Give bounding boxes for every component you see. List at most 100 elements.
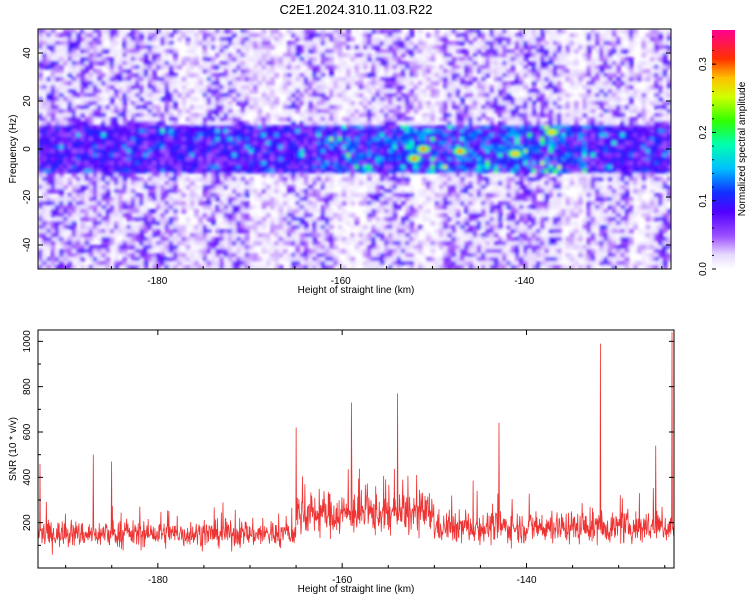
heatmap-cell [63, 97, 69, 102]
heatmap-cell [50, 93, 56, 98]
heatmap-cell [236, 153, 242, 158]
heatmap-cell [46, 185, 52, 190]
heatmap-cell [249, 249, 254, 254]
heatmap-cell [105, 213, 111, 218]
heatmap-cell [443, 229, 448, 234]
heatmap-cell [320, 261, 326, 266]
heatmap-cell [320, 209, 326, 214]
heatmap-cell [320, 33, 326, 38]
heatmap-cell [240, 33, 246, 38]
heatmap-cell [346, 101, 351, 106]
heatmap-cell [244, 109, 250, 114]
heatmap-cell [405, 97, 410, 102]
heatmap-cell [308, 81, 313, 86]
heatmap-cell [249, 181, 254, 186]
heatmap-cell [54, 153, 60, 158]
heatmap-cell [126, 217, 132, 222]
heatmap-cell [173, 77, 178, 82]
heatmap-cell [396, 193, 402, 198]
heatmap-cell [400, 233, 406, 238]
heatmap-cell [223, 249, 229, 254]
heatmap-cell [413, 165, 419, 170]
heatmap-cell [438, 137, 444, 142]
heatmap-cell [447, 57, 453, 62]
heatmap-cell [97, 237, 102, 242]
heatmap-cell [185, 205, 191, 210]
heatmap-cell [143, 29, 149, 34]
heatmap-cell [384, 85, 389, 90]
heatmap-cell [261, 221, 267, 226]
heatmap-cell [460, 109, 465, 114]
heatmap-cell [371, 257, 377, 262]
heatmap-cell [253, 73, 259, 78]
heatmap-cell [472, 57, 478, 62]
heatmap-cell [59, 69, 64, 74]
heatmap-cell [400, 137, 406, 142]
heatmap-cell [367, 205, 372, 210]
heatmap-cell [92, 29, 98, 34]
heatmap-cell [92, 73, 98, 78]
heatmap-cell [143, 221, 149, 226]
heatmap-cell [316, 197, 322, 202]
heatmap-cell [443, 165, 448, 170]
heatmap-cell [173, 201, 178, 206]
heatmap-cell [84, 37, 90, 42]
heatmap-cell [350, 125, 356, 130]
heatmap-cell [278, 125, 284, 130]
heatmap-cell [38, 181, 43, 186]
heatmap-cell [202, 45, 208, 50]
heatmap-cell [396, 169, 402, 174]
heatmap-cell [160, 177, 166, 182]
heatmap-cell [240, 161, 246, 166]
heatmap-cell [88, 153, 94, 158]
heatmap-cell [270, 45, 275, 50]
heatmap-cell [232, 129, 237, 134]
heatmap-cell [71, 125, 77, 130]
heatmap-cell [185, 117, 191, 122]
heatmap-cell [291, 41, 297, 46]
heatmap-cell [97, 213, 102, 218]
heatmap-cell [333, 253, 339, 258]
heatmap-cell [109, 85, 115, 90]
heatmap-cell [202, 161, 208, 166]
heatmap-cell [88, 85, 94, 90]
heatmap-cell [105, 193, 111, 198]
heatmap-cell [75, 93, 81, 98]
heatmap-cell [400, 101, 406, 106]
heatmap-cell [282, 161, 288, 166]
heatmap-cell [54, 249, 60, 254]
heatmap-cell [438, 157, 444, 162]
heatmap-cell [189, 129, 195, 134]
heatmap-cell [211, 165, 216, 170]
heatmap-cell [303, 205, 309, 210]
heatmap-cell [261, 29, 267, 34]
heatmap-cell [388, 221, 394, 226]
heatmap-cell [434, 265, 440, 269]
heatmap-cell [384, 105, 389, 110]
heatmap-cell [168, 181, 174, 186]
heatmap-cell [447, 169, 453, 174]
heatmap-cell [396, 133, 402, 138]
heatmap-cell [299, 81, 305, 86]
heatmap-cell [333, 193, 339, 198]
heatmap-cell [97, 145, 102, 150]
heatmap-cell [202, 241, 208, 246]
heatmap-cell [455, 49, 461, 54]
heatmap-cell [59, 181, 64, 186]
heatmap-cell [42, 77, 48, 82]
heatmap-cell [375, 29, 381, 34]
heatmap-cell [122, 73, 128, 78]
heatmap-cell [371, 201, 377, 206]
heatmap-cell [451, 81, 457, 86]
heatmap-cell [101, 217, 107, 222]
heatmap-cell [223, 69, 229, 74]
heatmap-cell [80, 165, 86, 170]
heatmap-cell [249, 149, 254, 154]
heatmap-cell [240, 245, 246, 250]
heatmap-cell [181, 93, 187, 98]
heatmap-cell [126, 165, 132, 170]
heatmap-cell [54, 145, 60, 150]
heatmap-cell [350, 237, 356, 242]
heatmap-cell [88, 109, 94, 114]
heatmap-cell [71, 249, 77, 254]
